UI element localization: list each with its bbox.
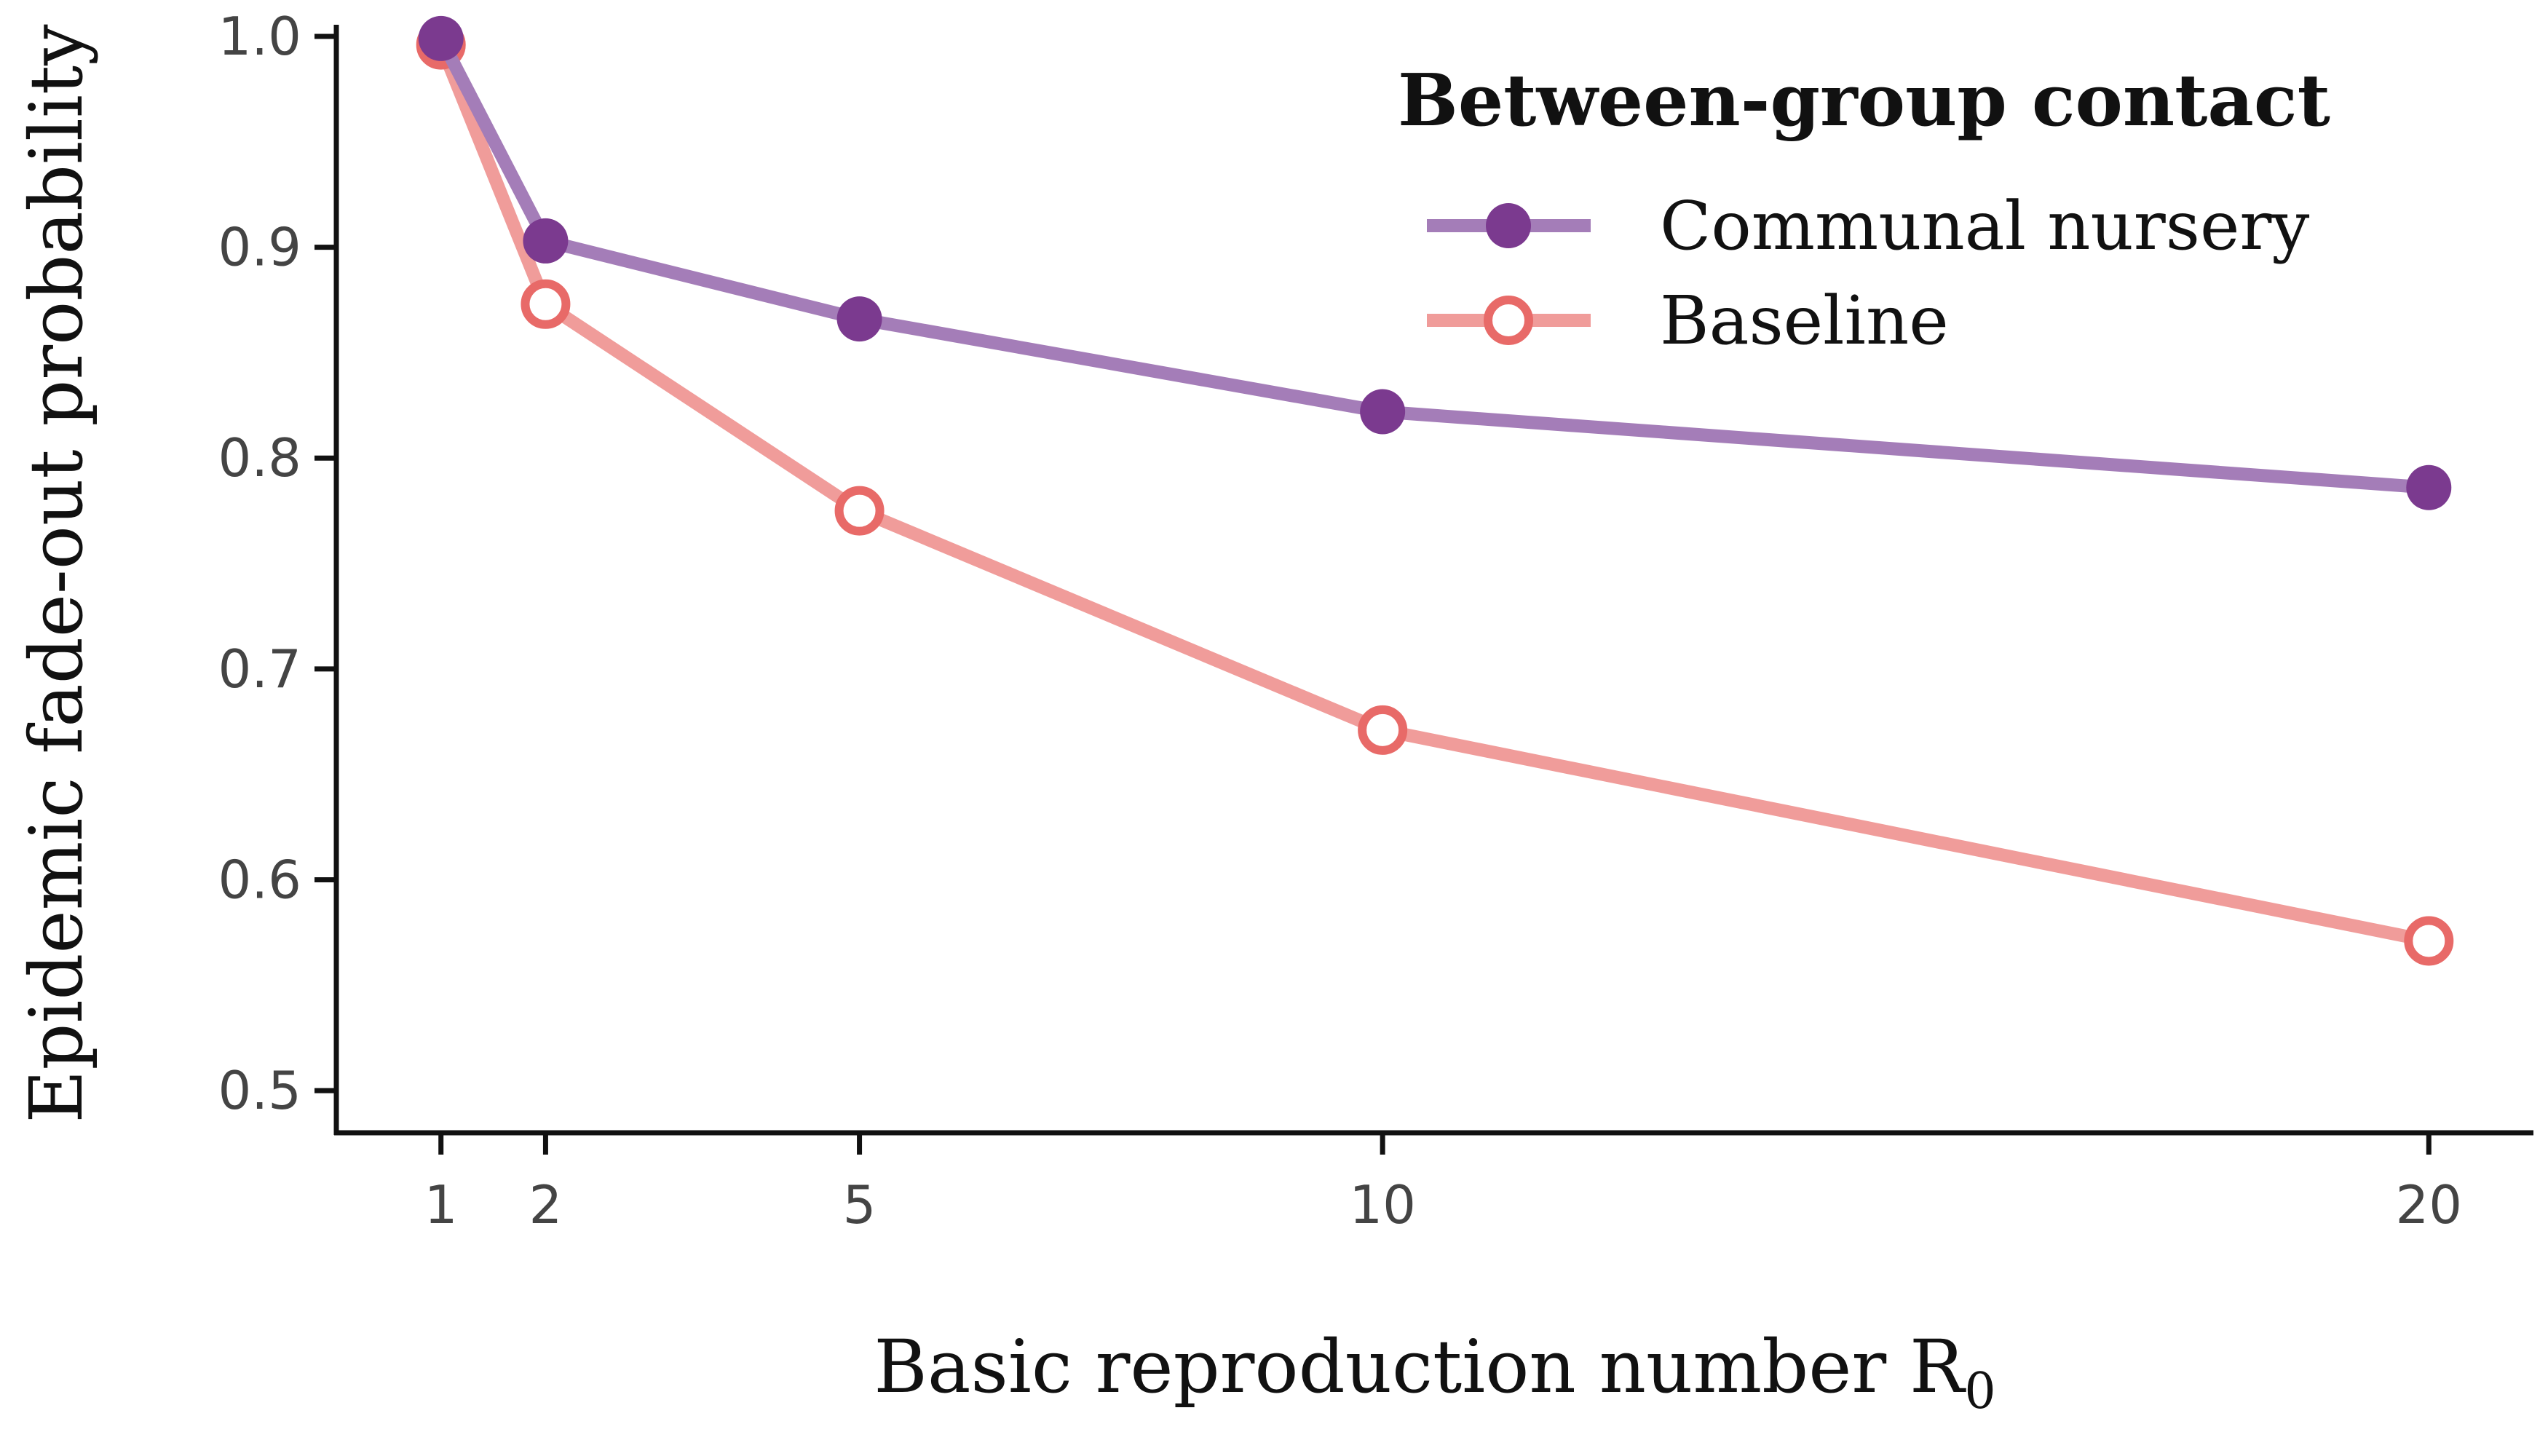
y-tick-label: 0.5 <box>218 1060 301 1121</box>
series-layer <box>416 15 2454 966</box>
legend-item-baseline: Baseline <box>1427 282 1949 360</box>
legend: Between-group contact Communal nursery Ba… <box>1398 59 2330 360</box>
legend-marker <box>1486 203 1531 248</box>
data-point <box>2404 916 2454 966</box>
series-communal-nursery <box>418 15 2452 510</box>
data-point <box>1358 705 1408 755</box>
legend-label: Communal nursery <box>1660 187 2309 265</box>
y-axis-title: Epidemic fade-out probability <box>14 24 99 1123</box>
data-point <box>836 296 882 342</box>
data-point <box>418 15 464 61</box>
series-line <box>434 38 2436 948</box>
axes <box>333 25 2533 1136</box>
y-tick-label: 1.0 <box>218 6 301 67</box>
x-axis-title-main: Basic reproduction number R <box>874 1324 1966 1409</box>
y-tick-label: 0.6 <box>218 849 301 910</box>
y-tick-label: 0.7 <box>218 638 301 700</box>
x-ticks: 1 2 5 10 20 <box>424 1133 2462 1235</box>
x-axis-title: Basic reproduction number R0 <box>874 1324 1995 1420</box>
legend-label: Baseline <box>1660 282 1949 360</box>
data-point <box>2406 464 2452 510</box>
x-tick-label: 1 <box>424 1174 458 1235</box>
series-baseline <box>416 20 2454 966</box>
data-point <box>1360 389 1406 435</box>
x-tick-label: 10 <box>1349 1174 1416 1235</box>
x-tick-label: 5 <box>843 1174 877 1235</box>
legend-item-communal-nursery: Communal nursery <box>1427 187 2309 265</box>
data-point <box>521 279 571 329</box>
y-tick-label: 0.9 <box>218 217 301 278</box>
x-tick-label: 20 <box>2395 1174 2462 1235</box>
data-point <box>523 218 569 264</box>
legend-marker <box>1484 296 1533 345</box>
legend-title: Between-group contact <box>1398 59 2330 143</box>
y-ticks: 0.5 0.6 0.7 0.8 0.9 1.0 <box>218 6 336 1121</box>
y-tick-label: 0.8 <box>218 427 301 488</box>
data-point <box>834 486 885 536</box>
x-axis-title-subscript: 0 <box>1964 1363 1995 1420</box>
x-tick-label: 2 <box>529 1174 563 1235</box>
